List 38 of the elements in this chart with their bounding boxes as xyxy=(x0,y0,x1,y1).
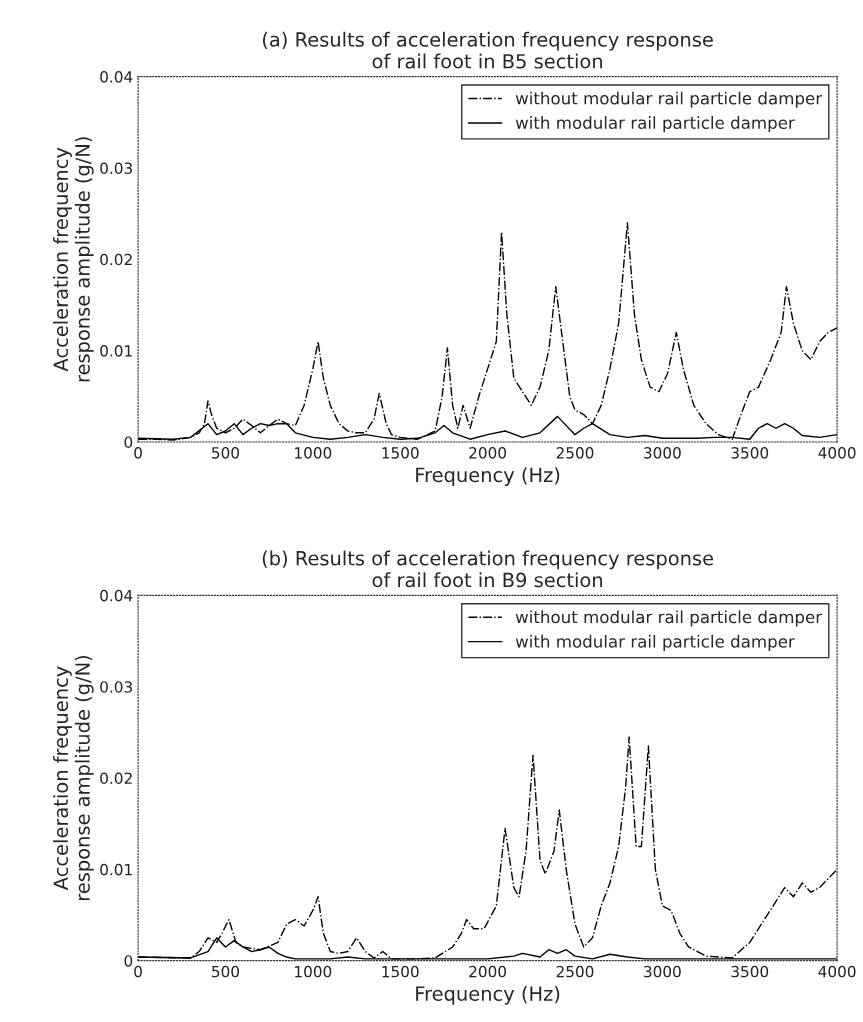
x-tick-label: 1000 xyxy=(295,447,332,459)
x-tick-label: 1500 xyxy=(382,447,419,459)
legend-label: without modular rail particle damper xyxy=(515,91,823,108)
x-tick-label: 2500 xyxy=(556,447,594,459)
y-tick-label: 0.01 xyxy=(100,863,132,876)
y-tick-label: 0.03 xyxy=(100,162,132,174)
x-axis-title: Frequency (Hz) xyxy=(416,985,560,1005)
x-tick-label: 2000 xyxy=(469,965,507,978)
legend-label: with modular rail particle damper xyxy=(515,634,795,651)
x-tick-label: 3000 xyxy=(644,965,681,978)
x-tick-label: 2000 xyxy=(469,447,507,459)
x-tick-label: 1500 xyxy=(382,965,419,978)
y-tick-label: 0.01 xyxy=(100,345,132,357)
x-tick-label: 3000 xyxy=(644,447,681,459)
legend-label: without modular rail particle damper xyxy=(515,610,823,627)
legend-label: with modular rail particle damper xyxy=(515,116,795,133)
y-tick-label: 0 xyxy=(124,955,133,967)
y-tick-label: 0.02 xyxy=(100,772,132,785)
y-tick-label: 0.04 xyxy=(100,589,133,602)
y-tick-label: 0.02 xyxy=(100,253,132,266)
x-tick-label: 3500 xyxy=(731,447,769,459)
x-tick-label: 0 xyxy=(134,965,142,978)
x-tick-label: 500 xyxy=(212,965,240,978)
x-tick-label: 2500 xyxy=(556,965,594,978)
y-tick-label: 0 xyxy=(124,436,133,448)
x-tick-label: 1000 xyxy=(295,965,332,978)
y-axis-title: Acceleration frequency response amplitude (g/N) xyxy=(53,137,94,382)
x-tick-label: 3500 xyxy=(731,965,769,978)
x-tick-label: 4000 xyxy=(818,965,856,978)
chart-title: (a) Results of acceleration frequency response of rail foot in B5 section xyxy=(262,31,713,69)
y-tick-label: 0.04 xyxy=(100,71,133,83)
x-axis-title: Frequency (Hz) xyxy=(416,467,560,486)
x-tick-label: 0 xyxy=(134,447,142,459)
y-tick-label: 0.03 xyxy=(100,681,132,693)
y-axis-title: Acceleration frequency response amplitude (g/N) xyxy=(53,655,94,901)
x-tick-label: 500 xyxy=(212,447,240,459)
x-tick-label: 4000 xyxy=(818,447,856,459)
chart-title: (b) Results of acceleration frequency response of rail foot in B9 section xyxy=(262,550,714,588)
